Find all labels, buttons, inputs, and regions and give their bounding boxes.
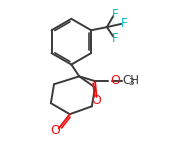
Text: F: F: [112, 32, 118, 45]
Text: 3: 3: [129, 78, 135, 87]
Text: O: O: [92, 94, 101, 107]
Text: F: F: [112, 8, 118, 21]
Text: O: O: [50, 124, 60, 137]
Text: CH: CH: [122, 74, 139, 87]
Text: O: O: [110, 74, 120, 87]
Text: F: F: [121, 17, 127, 30]
